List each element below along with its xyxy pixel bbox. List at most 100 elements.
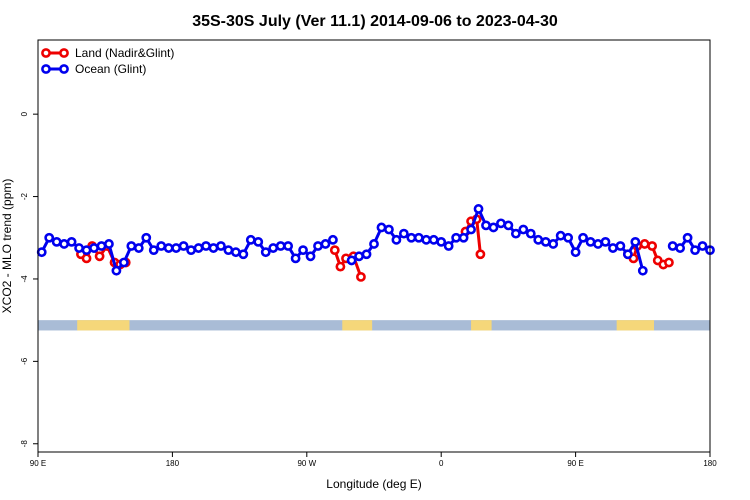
data-point-ocean xyxy=(178,241,189,251)
legend-label-ocean: Ocean (Glint) xyxy=(75,62,146,76)
legend: Land (Nadir&Glint) Ocean (Glint) xyxy=(41,46,174,76)
chart-title: 35S-30S July (Ver 11.1) 2014-09-06 to 20… xyxy=(192,13,558,30)
data-point-land xyxy=(329,245,340,256)
plot-frame xyxy=(37,39,711,453)
data-point-ocean xyxy=(104,239,114,249)
data-point-ocean xyxy=(458,232,469,243)
y-tick-label: -6 xyxy=(20,357,29,365)
land-patch xyxy=(616,320,654,331)
data-point-ocean xyxy=(96,241,107,251)
data-point-ocean xyxy=(36,247,47,258)
data-point-ocean xyxy=(518,224,529,235)
data-point-ocean xyxy=(283,241,294,251)
data-point-ocean xyxy=(298,245,308,256)
y-tick-label: 0 xyxy=(20,111,29,116)
x-tick-label: 90 E xyxy=(567,459,583,468)
data-point-ocean xyxy=(593,239,603,249)
x-tick-label: 90 W xyxy=(297,459,316,468)
data-point-ocean xyxy=(171,243,182,253)
data-point-ocean xyxy=(406,232,417,243)
data-point-land xyxy=(81,253,92,264)
data-point-ocean xyxy=(74,243,84,253)
data-point-ocean xyxy=(421,234,432,245)
data-point-ocean xyxy=(697,241,708,251)
x-tick-label: 0 xyxy=(439,459,444,468)
data-point-ocean xyxy=(89,243,99,253)
y-tick-label: -8 xyxy=(20,440,29,448)
data-point-ocean xyxy=(503,220,514,231)
data-point-ocean xyxy=(436,236,447,247)
x-axis: 90 E 180 90 W 0 90 E 180 xyxy=(30,452,717,468)
data-point-ocean xyxy=(578,232,588,243)
data-point-ocean xyxy=(563,232,574,243)
data-point-ocean xyxy=(690,245,700,256)
data-point-ocean xyxy=(313,241,323,251)
data-point-ocean xyxy=(156,241,167,251)
data-point-ocean xyxy=(622,249,633,260)
data-point-ocean xyxy=(44,232,55,243)
data-point-ocean xyxy=(555,230,566,241)
data-point-ocean xyxy=(630,236,641,247)
y-axis: 0 -2 -4 -6 -8 xyxy=(20,111,38,447)
land-patch xyxy=(342,320,373,331)
legend-marker-land xyxy=(59,48,69,58)
data-point-ocean xyxy=(525,228,536,239)
series-layer xyxy=(36,204,715,282)
data-point-ocean xyxy=(354,251,364,262)
y-axis-label: XCO2 - MLO trend (ppm) xyxy=(0,179,14,314)
data-point-ocean xyxy=(615,241,626,251)
legend-label-land: Land (Nadir&Glint) xyxy=(75,46,174,60)
x-tick-label: 180 xyxy=(703,459,717,468)
land-patch xyxy=(77,320,130,331)
data-point-ocean xyxy=(391,234,402,245)
data-point-ocean xyxy=(398,228,409,239)
data-point-ocean xyxy=(305,251,316,262)
data-point-ocean xyxy=(201,241,211,251)
data-point-ocean xyxy=(496,218,506,229)
data-point-ocean xyxy=(275,241,286,251)
data-point-ocean xyxy=(133,243,144,253)
data-point-ocean xyxy=(51,236,62,247)
data-point-ocean xyxy=(682,232,693,243)
data-point-ocean xyxy=(570,247,581,258)
data-point-ocean xyxy=(428,234,439,245)
data-point-ocean xyxy=(675,243,686,253)
y-tick-label: -2 xyxy=(20,192,29,200)
data-point-ocean xyxy=(481,220,491,231)
land-patch xyxy=(471,320,492,331)
data-point-land xyxy=(475,249,486,260)
data-point-ocean xyxy=(186,245,196,256)
data-point-ocean xyxy=(148,245,159,256)
data-point-land xyxy=(94,251,105,262)
legend-marker-land xyxy=(41,48,51,58)
data-point-ocean xyxy=(369,239,379,249)
data-point-ocean xyxy=(346,255,357,266)
y-tick-label: -4 xyxy=(20,275,29,283)
data-point-ocean xyxy=(208,243,219,253)
data-point-ocean xyxy=(510,228,521,239)
x-axis-label: Longitude (deg E) xyxy=(326,477,421,491)
data-point-ocean xyxy=(637,265,648,276)
data-point-ocean xyxy=(451,232,462,243)
data-point-ocean xyxy=(141,232,152,243)
data-point-ocean xyxy=(548,239,559,249)
data-point-ocean xyxy=(540,236,551,247)
data-point-ocean xyxy=(376,222,387,233)
legend-item-land: Land (Nadir&Glint) xyxy=(41,46,174,60)
data-point-ocean xyxy=(163,243,174,253)
data-point-ocean xyxy=(533,234,544,245)
data-point-ocean xyxy=(361,249,372,260)
data-point-ocean xyxy=(59,239,70,249)
data-point-land xyxy=(335,261,346,272)
data-point-ocean xyxy=(238,249,249,260)
ocean-band xyxy=(38,320,710,331)
data-point-ocean xyxy=(118,257,129,268)
data-point-ocean xyxy=(608,243,618,253)
data-point-ocean xyxy=(473,204,484,214)
legend-item-ocean: Ocean (Glint) xyxy=(41,62,146,76)
data-point-ocean xyxy=(216,241,226,251)
data-point-ocean xyxy=(193,243,204,253)
x-tick-label: 180 xyxy=(166,459,180,468)
data-point-ocean xyxy=(245,234,256,245)
